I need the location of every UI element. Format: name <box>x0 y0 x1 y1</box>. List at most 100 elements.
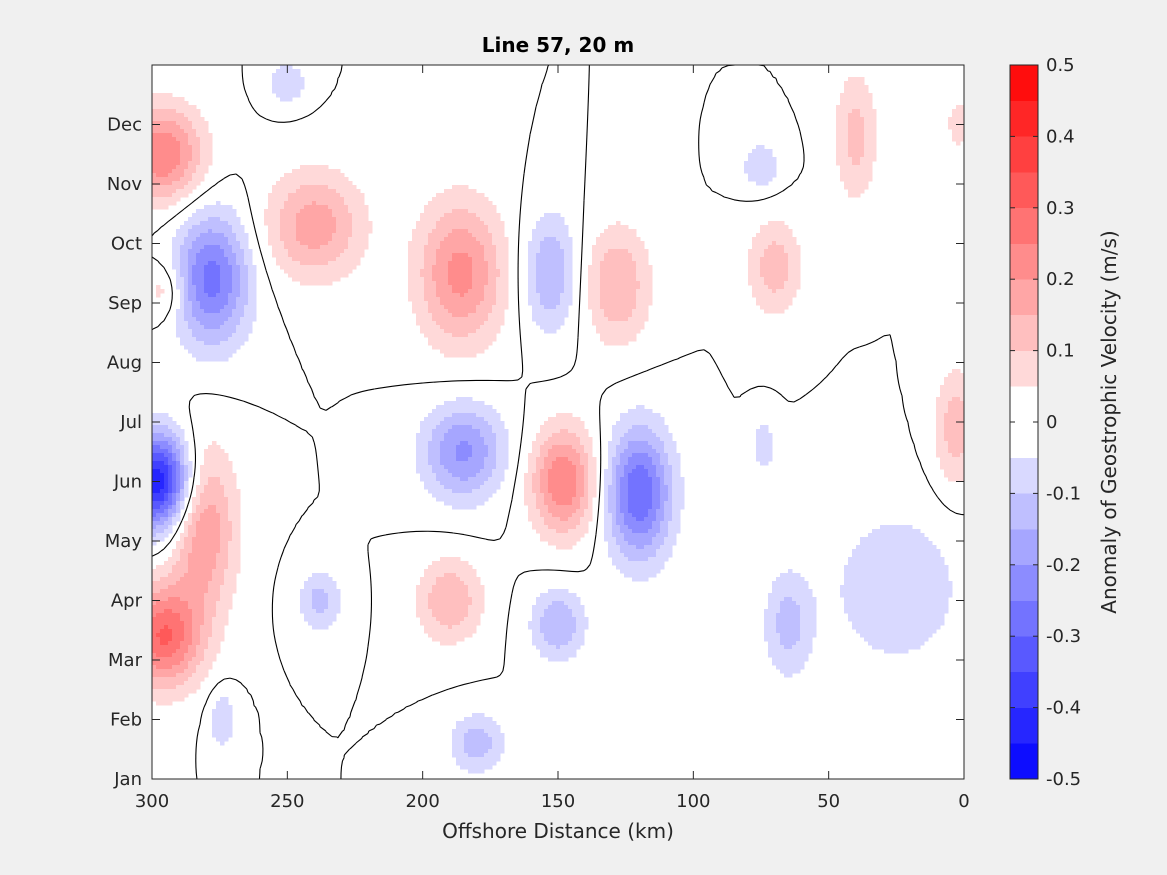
contour-cell <box>188 125 193 130</box>
contour-cell <box>212 453 217 458</box>
contour-cell <box>452 413 457 418</box>
contour-cell <box>780 309 785 314</box>
contour-cell <box>472 317 477 322</box>
contour-cell <box>180 193 185 198</box>
contour-cell <box>168 113 173 118</box>
contour-cell <box>568 257 573 262</box>
contour-cell <box>556 225 561 230</box>
contour-cell <box>192 245 197 250</box>
contour-cell <box>236 273 241 278</box>
contour-cell <box>760 265 765 270</box>
contour-cell <box>788 245 793 250</box>
contour-cell <box>492 309 497 314</box>
contour-cell <box>316 209 321 214</box>
contour-cell <box>480 437 485 442</box>
contour-cell <box>352 201 357 206</box>
contour-cell <box>308 281 313 286</box>
contour-cell <box>188 325 193 330</box>
contour-cell <box>856 185 861 190</box>
contour-cell <box>416 321 421 326</box>
contour-cell <box>616 461 621 466</box>
contour-cell <box>448 405 453 410</box>
contour-cell <box>428 217 433 222</box>
contour-cell <box>952 393 957 398</box>
contour-cell <box>248 297 253 302</box>
contour-cell <box>336 265 341 270</box>
contour-cell <box>292 253 297 258</box>
contour-cell <box>316 245 321 250</box>
contour-cell <box>292 233 297 238</box>
contour-cell <box>248 289 253 294</box>
contour-cell <box>864 133 869 138</box>
contour-cell <box>560 313 565 318</box>
contour-cell <box>944 409 949 414</box>
contour-cell <box>188 249 193 254</box>
contour-cell <box>172 133 177 138</box>
contour-cell <box>676 461 681 466</box>
contour-cell <box>212 349 217 354</box>
contour-cell <box>224 245 229 250</box>
contour-cell <box>240 233 245 238</box>
contour-cell <box>180 157 185 162</box>
contour-cell <box>284 253 289 258</box>
contour-cell <box>608 301 613 306</box>
contour-cell <box>340 253 345 258</box>
contour-cell <box>276 85 281 90</box>
contour-cell <box>640 449 645 454</box>
contour-cell <box>412 249 417 254</box>
contour-cell <box>628 241 633 246</box>
contour-cell <box>292 261 297 266</box>
contour-cell <box>956 397 961 402</box>
contour-cell <box>952 113 957 118</box>
contour-cell <box>644 409 649 414</box>
contour-cell <box>548 433 553 438</box>
contour-cell <box>488 449 493 454</box>
contour-cell <box>316 273 321 278</box>
contour-cell <box>312 209 317 214</box>
contour-cell <box>760 261 765 266</box>
contour-cell <box>208 261 213 266</box>
contour-cell <box>304 253 309 258</box>
contour-cell <box>188 145 193 150</box>
contour-cell <box>192 129 197 134</box>
contour-cell <box>956 385 961 390</box>
contour-cell <box>560 249 565 254</box>
contour-cell <box>220 253 225 258</box>
contour-cell <box>424 317 429 322</box>
contour-cell <box>424 265 429 270</box>
contour-cell <box>500 313 505 318</box>
contour-cell <box>496 293 501 298</box>
contour-cell <box>480 329 485 334</box>
contour-cell <box>536 233 541 238</box>
contour-cell <box>472 329 477 334</box>
contour-cell <box>528 285 533 290</box>
contour-cell <box>304 169 309 174</box>
contour-cell <box>616 257 621 262</box>
contour-cell <box>780 229 785 234</box>
contour-cell <box>860 181 865 186</box>
contour-cell <box>640 289 645 294</box>
contour-cell <box>164 453 169 458</box>
contour-cell <box>220 321 225 326</box>
contour-cell <box>460 465 465 470</box>
contour-cell <box>448 265 453 270</box>
contour-cell <box>292 193 297 198</box>
contour-cell <box>952 453 957 458</box>
contour-cell <box>196 229 201 234</box>
contour-cell <box>356 229 361 234</box>
contour-cell <box>784 277 789 282</box>
contour-cell <box>152 137 157 142</box>
contour-cell <box>276 225 281 230</box>
contour-cell <box>752 269 757 274</box>
contour-cell <box>188 157 193 162</box>
contour-cell <box>312 229 317 234</box>
contour-cell <box>952 441 957 446</box>
contour-cell <box>568 465 573 470</box>
contour-cell <box>784 273 789 278</box>
contour-cell <box>156 161 161 166</box>
contour-cell <box>608 249 613 254</box>
contour-cell <box>280 197 285 202</box>
contour-cell <box>420 457 425 462</box>
contour-cell <box>276 253 281 258</box>
contour-cell <box>552 457 557 462</box>
